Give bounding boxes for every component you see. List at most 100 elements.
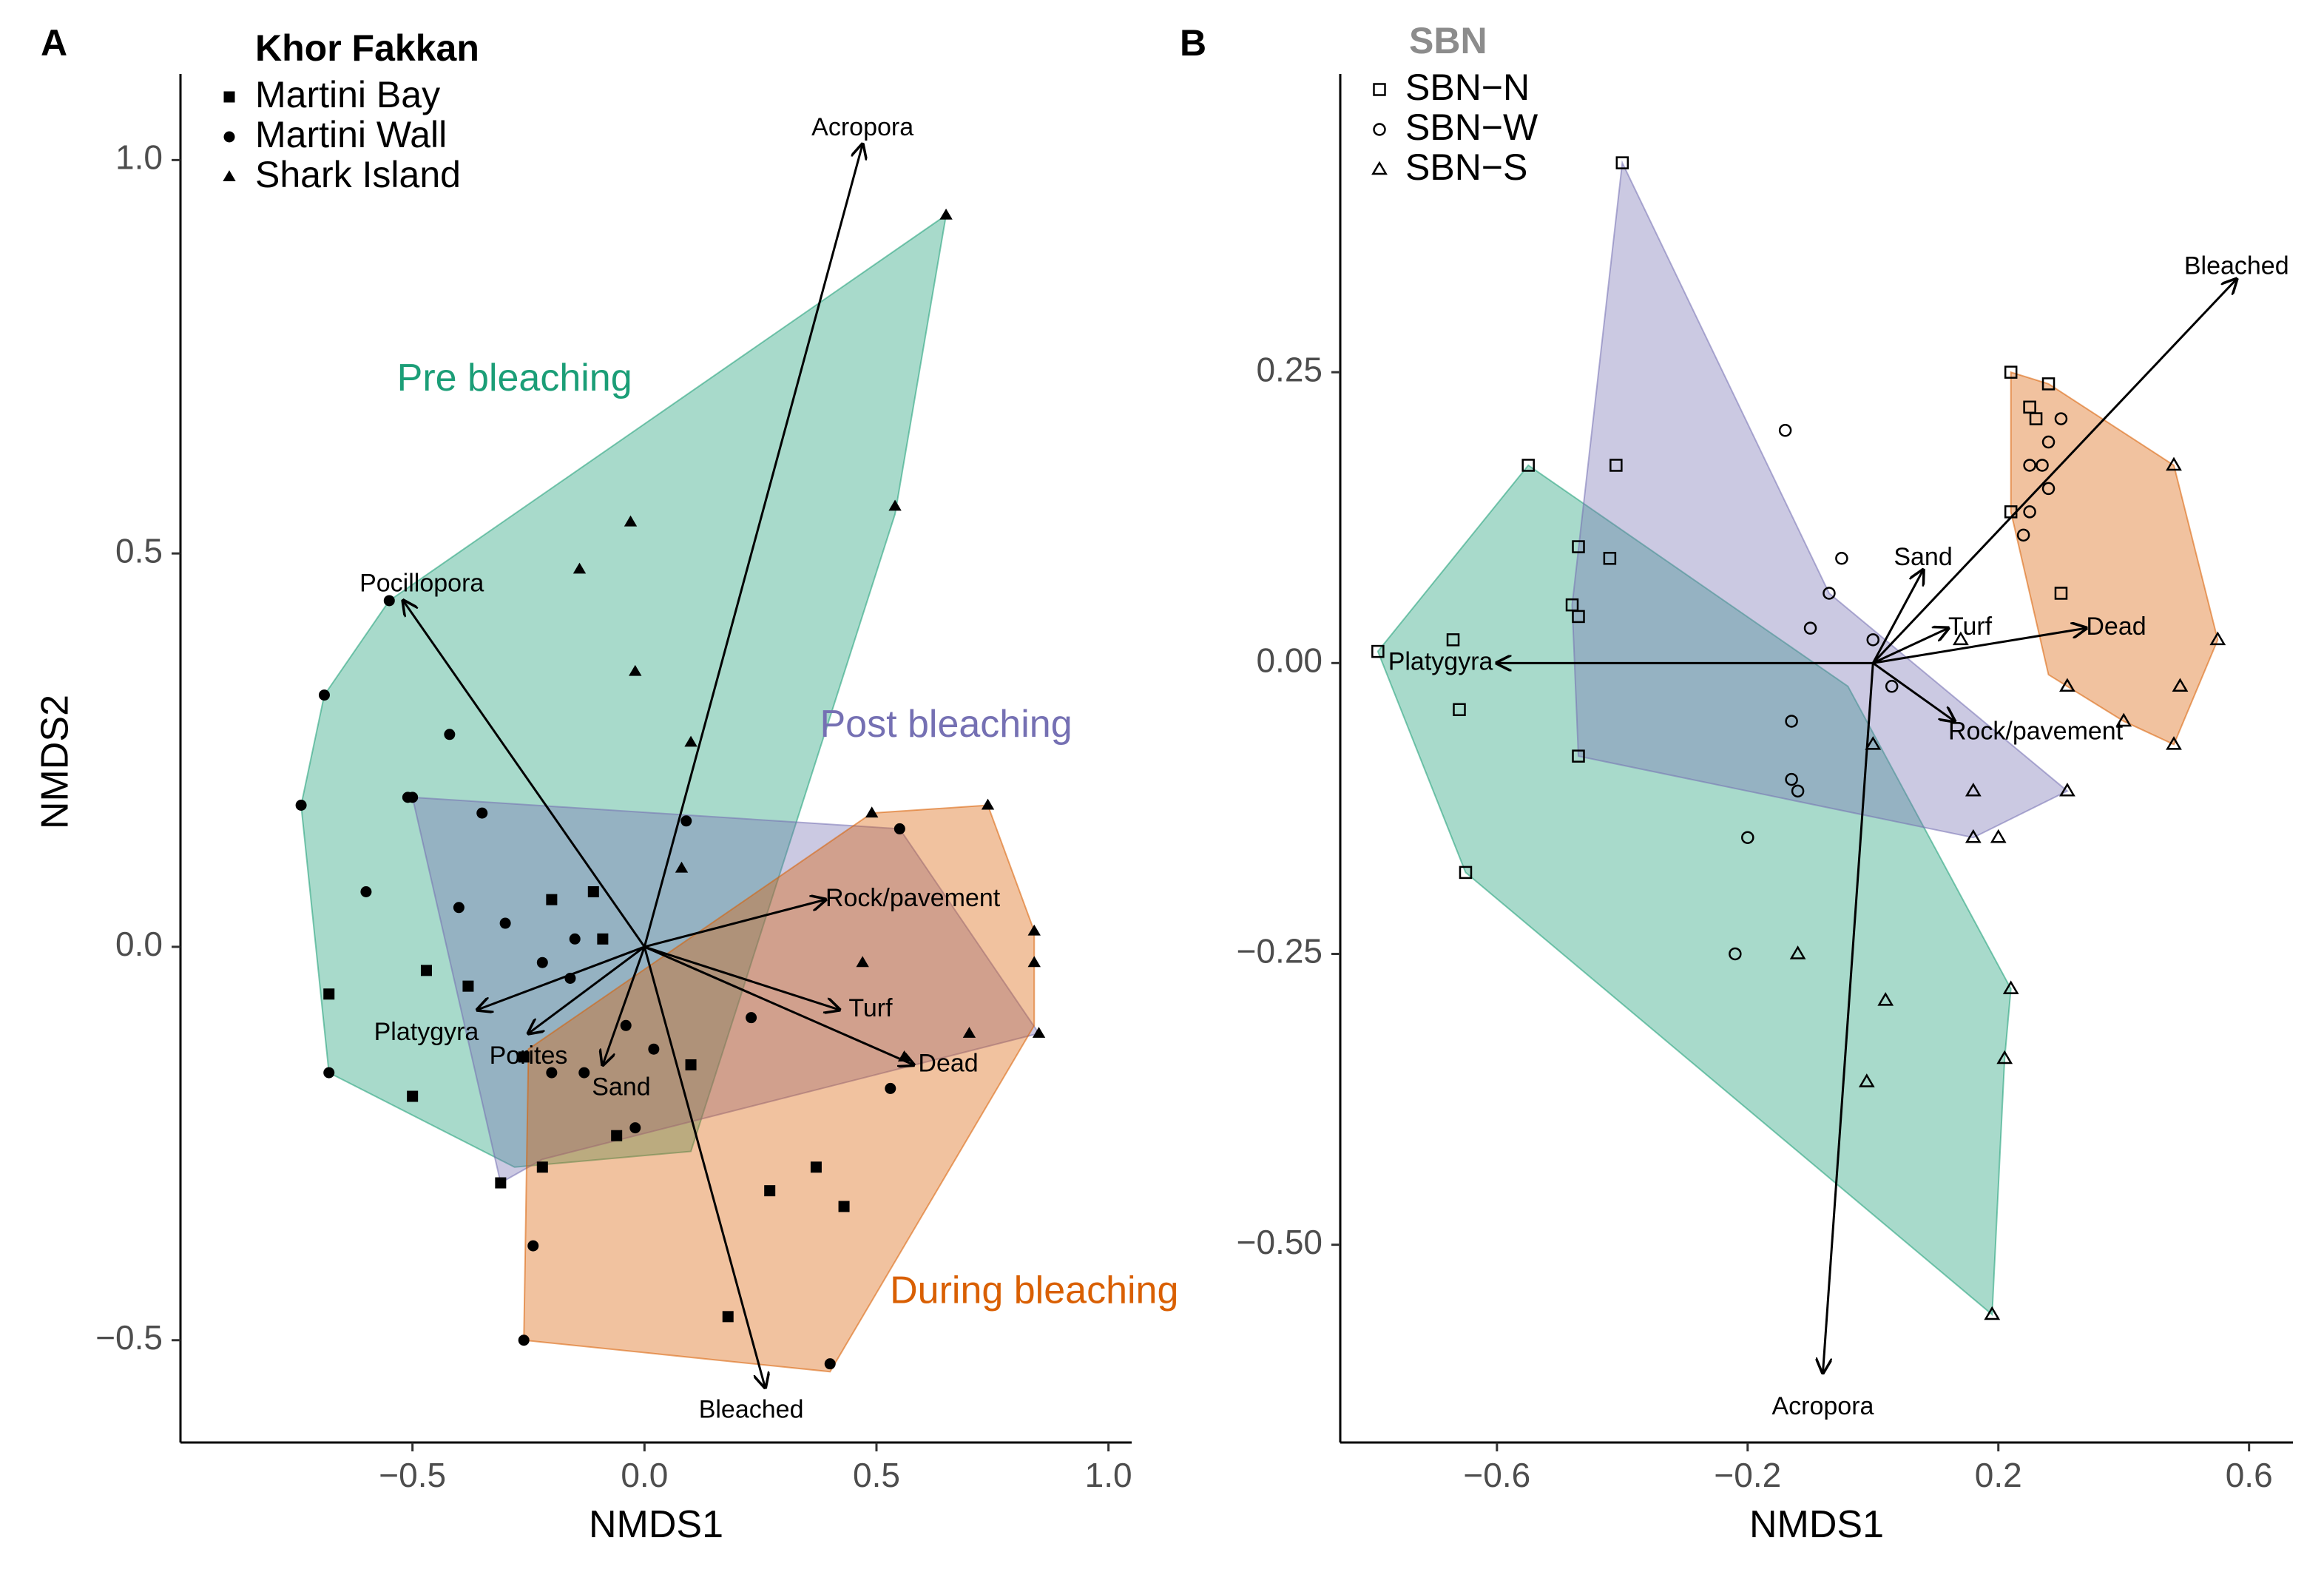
- vector-label: Rock/pavement: [1948, 718, 2124, 746]
- vector-pocillopora: [403, 601, 646, 948]
- y-tick-label: 0.25: [1256, 350, 1323, 388]
- data-point: [1785, 772, 1798, 786]
- data-point: [2166, 736, 2182, 750]
- data-point: [1603, 552, 1617, 565]
- data-point: [629, 1122, 641, 1134]
- data-point: [407, 792, 419, 803]
- data-points: [1371, 156, 2226, 1320]
- hull-during-bleaching: [523, 804, 1036, 1373]
- vector-label: Platygyra: [374, 1018, 479, 1046]
- data-point: [675, 861, 689, 873]
- data-point: [939, 208, 953, 220]
- data-point: [1371, 644, 1385, 658]
- data-point: [323, 988, 335, 1000]
- data-point: [1877, 992, 1894, 1006]
- data-point: [810, 1161, 822, 1173]
- data-point: [2002, 980, 2019, 994]
- data-point: [2016, 528, 2030, 542]
- vector-label: Platygyra: [1388, 647, 1493, 675]
- data-point: [1729, 947, 1742, 961]
- data-point: [1885, 680, 1899, 693]
- vector-dead: [644, 945, 913, 1065]
- group-label: During bleaching: [890, 1269, 1178, 1312]
- vector-label: Rock/pavement: [825, 884, 1001, 912]
- data-point: [569, 933, 581, 945]
- data-point: [572, 562, 587, 574]
- vector-dead: [1873, 628, 2086, 664]
- data-point: [536, 1161, 548, 1173]
- data-points: [295, 208, 1046, 1370]
- x-axis-title: NMDS1: [1749, 1503, 1884, 1546]
- group-label: Post bleaching: [820, 703, 1073, 746]
- data-point: [1866, 633, 1880, 647]
- data-point: [597, 933, 609, 945]
- vector-turf: [1872, 628, 1948, 664]
- data-point: [546, 1067, 558, 1079]
- legend-title: Khor Fakkan: [255, 27, 479, 69]
- x-tick-label: 0.5: [853, 1456, 900, 1494]
- legend-key-triangle: [1371, 161, 1388, 175]
- data-point: [746, 1012, 757, 1024]
- data-point: [1615, 156, 1629, 169]
- y-tick-label: −0.25: [1237, 932, 1323, 971]
- data-point: [2059, 678, 2075, 692]
- data-point: [962, 1027, 976, 1038]
- data-point: [587, 885, 599, 897]
- vector-label: Turf: [1948, 613, 1993, 641]
- legend-entry: Martini Bay: [255, 74, 440, 115]
- data-point: [407, 1090, 419, 1102]
- data-point: [1789, 945, 1806, 959]
- data-point: [981, 798, 995, 810]
- data-point: [2172, 678, 2189, 692]
- data-point: [1778, 424, 1792, 437]
- legend-key-square: [223, 91, 235, 103]
- vector-label: Sand: [592, 1073, 650, 1101]
- x-tick-label: −0.2: [1714, 1456, 1781, 1494]
- data-point: [2023, 505, 2036, 519]
- data-point: [1823, 587, 1836, 600]
- data-point: [1965, 783, 1982, 797]
- data-point: [2054, 587, 2068, 600]
- data-point: [1027, 924, 1041, 936]
- data-point: [518, 1335, 530, 1346]
- data-point: [2059, 783, 2075, 797]
- data-point: [1032, 1027, 1046, 1038]
- data-point: [1521, 459, 1535, 472]
- vector-porites: [528, 945, 646, 1033]
- data-point: [2209, 631, 2226, 646]
- vector-label: Dead: [918, 1049, 978, 1077]
- vector-rock-pavement: [1872, 662, 1954, 721]
- vector-label: Acropora: [811, 113, 913, 141]
- vector-label: Acropora: [1771, 1392, 1874, 1420]
- data-point: [1803, 621, 1817, 635]
- legend-key-square: [1373, 83, 1386, 96]
- data-point: [2036, 459, 2049, 472]
- data-point: [1446, 633, 1460, 647]
- data-point: [885, 1082, 896, 1094]
- data-point: [453, 902, 465, 914]
- data-point: [684, 735, 697, 747]
- data-point: [2166, 456, 2182, 471]
- data-point: [856, 956, 869, 968]
- data-point: [1984, 1306, 2001, 1320]
- legend-entry: Martini Wall: [255, 114, 447, 155]
- data-point: [2029, 412, 2043, 425]
- hull-during-bleaching: [2010, 371, 2219, 746]
- data-point: [1453, 703, 1466, 716]
- data-point: [323, 1067, 335, 1079]
- vector-bleached: [1872, 279, 2236, 664]
- data-point: [865, 806, 879, 818]
- data-point: [680, 815, 692, 827]
- y-tick-label: −0.50: [1237, 1223, 1323, 1261]
- data-point: [1953, 631, 1969, 646]
- x-tick-label: −0.6: [1463, 1456, 1530, 1494]
- vector-label: Pocillopora: [359, 570, 484, 598]
- data-point: [2041, 435, 2056, 449]
- y-tick-label: −0.5: [95, 1318, 163, 1357]
- data-point: [1027, 956, 1041, 968]
- legend-entry: SBN−W: [1405, 107, 1538, 148]
- vector-sand: [1871, 570, 1923, 664]
- data-point: [611, 1130, 623, 1141]
